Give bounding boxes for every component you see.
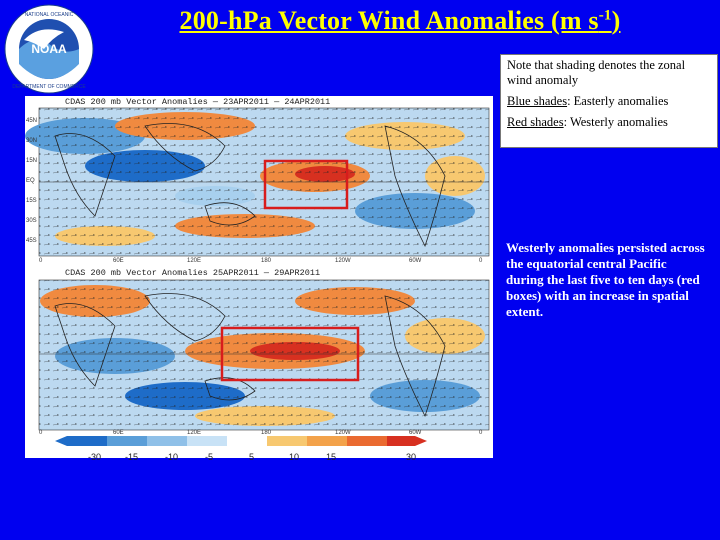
panel-1-title: CDAS 200 mb Vector Anomalies — 23APR2011… <box>65 97 331 107</box>
lon-label: 180 <box>261 258 272 264</box>
colorbar-label: -5 <box>205 452 214 462</box>
shading-note: Note that shading denotes the zonal wind… <box>500 54 718 148</box>
lat-label: 15N <box>26 158 38 164</box>
page-title: 200-hPa Vector Wind Anomalies (m s-1) <box>100 6 700 36</box>
noaa-logo: NOAA NATIONAL OCEANIC DEPARTMENT OF COMM… <box>4 4 94 94</box>
colorbar <box>55 436 427 446</box>
logo-text: NOAA <box>31 42 67 56</box>
red-box-panel-1 <box>263 159 349 210</box>
blue-shades-text: : Easterly anomalies <box>567 94 669 108</box>
lon-label: 60W <box>409 430 422 436</box>
panel-2-title: CDAS 200 mb Vector Anomalies 25APR2011 —… <box>65 268 321 278</box>
lon-label: 0 <box>479 430 483 436</box>
panel-2 <box>38 279 490 431</box>
title-main: 200-hPa Vector Wind Anomalies (m s <box>179 6 599 35</box>
colorbar-label: -15 <box>125 452 139 462</box>
lat-label: 45S <box>26 238 37 244</box>
lat-label: 45N <box>26 118 38 124</box>
lon-label: 0 <box>479 258 483 264</box>
lon-label: 0 <box>39 258 43 264</box>
lon-label: 0 <box>39 430 43 436</box>
panel-1 <box>25 107 490 257</box>
lat-label: 30S <box>26 218 37 224</box>
red-shades-text: : Westerly anomalies <box>563 115 668 129</box>
wind-anomaly-maps: CDAS 200 mb Vector Anomalies — 23APR2011… <box>25 96 493 458</box>
title-close: ) <box>611 6 621 35</box>
title-superscript: -1 <box>598 7 612 24</box>
colorbar-label: 5 <box>249 452 255 462</box>
lon-label: 60E <box>113 430 124 436</box>
svg-text:NATIONAL OCEANIC: NATIONAL OCEANIC <box>25 12 74 18</box>
lon-label: 60W <box>409 258 422 264</box>
colorbar-label: -30 <box>88 452 102 462</box>
note-text: Note that shading denotes the zonal wind… <box>507 58 686 87</box>
red-shades-label: Red shades <box>507 115 564 129</box>
blue-shades-label: Blue shades <box>507 94 568 108</box>
maps-canvas <box>25 107 490 446</box>
lon-label: 180 <box>261 430 272 436</box>
lon-label: 120E <box>187 258 202 264</box>
summary-text: Westerly anomalies persisted across the … <box>506 240 705 319</box>
lat-label: EQ <box>26 178 35 184</box>
colorbar-label: 10 <box>289 452 300 462</box>
lon-label: 120W <box>335 258 351 264</box>
colorbar-label: 30 <box>406 452 417 462</box>
colorbar-label: -10 <box>165 452 179 462</box>
lon-label: 60E <box>113 258 124 264</box>
lat-label: 30N <box>26 138 38 144</box>
red-box-panel-2 <box>220 326 360 382</box>
note-red: Red shades: Westerly anomalies <box>507 115 711 130</box>
colorbar-label: 15 <box>326 452 337 462</box>
lon-label: 120E <box>187 430 202 436</box>
note-blue: Blue shades: Easterly anomalies <box>507 94 711 109</box>
lat-label: 15S <box>26 198 37 204</box>
lon-label: 120W <box>335 430 351 436</box>
svg-text:DEPARTMENT OF COMMERCE: DEPARTMENT OF COMMERCE <box>12 84 86 90</box>
